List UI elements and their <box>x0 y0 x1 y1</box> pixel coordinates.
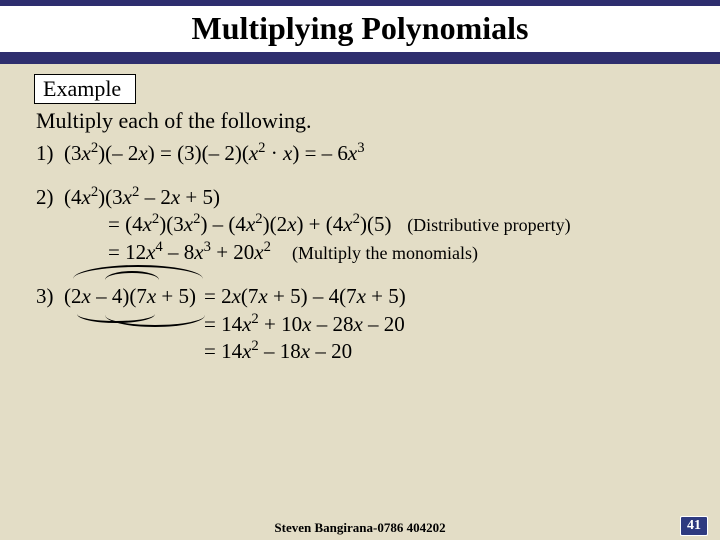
r3-step1: = 2x(7x + 5) – 4(7x + 5) <box>204 283 406 311</box>
example-3: 3) (2x – 4)(7x + 5) = 2x(7x + 5) – 4(7x … <box>36 283 684 366</box>
expr: (4x2)(3x2 – 2x + 5) <box>59 185 220 209</box>
slide-content: Multiply each of the following. 1) (3x2)… <box>0 104 720 366</box>
step1: = (4x2)(3x2) – (4x2)(2x) + (4x2)(5) <box>108 212 391 236</box>
expr-lhs: (3x2)(– 2x) <box>59 141 155 165</box>
item-number: 1) <box>36 141 54 165</box>
item-number: 2) <box>36 185 54 209</box>
example-1: 1) (3x2)(– 2x) = (3)(– 2)(x2 · x) = – 6x… <box>36 140 684 168</box>
note1: (Distributive property) <box>407 215 570 235</box>
item-number: 3) <box>36 284 54 308</box>
expr-mid: = (3)(– 2)(x2 · x) <box>160 141 299 165</box>
page-number-badge: 41 <box>680 516 708 536</box>
foil-expression: (2x – 4)(7x + 5) <box>59 283 196 311</box>
foil-arc-outer-top <box>73 265 203 293</box>
example-2: 2) (4x2)(3x2 – 2x + 5) = (4x2)(3x2) – (4… <box>36 184 684 267</box>
r3-step2: = 14x2 + 10x – 28x – 20 <box>204 311 406 339</box>
footer-text: Steven Bangirana-0786 404202 <box>0 520 720 536</box>
step2: = 12x4 – 8x3 + 20x2 <box>108 240 271 264</box>
r3-step3: = 14x2 – 18x – 20 <box>204 338 406 366</box>
example-label: Example <box>34 74 136 104</box>
title-bar: Multiplying Polynomials <box>0 0 720 64</box>
note2: (Multiply the monomials) <box>292 243 478 263</box>
expr-rhs: = – 6x3 <box>305 141 365 165</box>
page-title: Multiplying Polynomials <box>0 10 720 47</box>
lead-text: Multiply each of the following. <box>36 108 684 134</box>
